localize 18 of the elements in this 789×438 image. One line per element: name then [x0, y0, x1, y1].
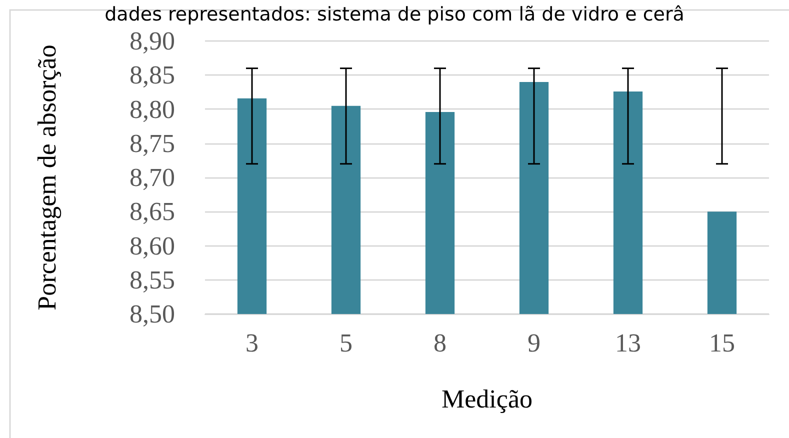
y-tick-label: 8,90 [130, 26, 175, 56]
y-tick-label: 8,50 [130, 300, 175, 328]
x-tick-label: 8 [434, 328, 446, 358]
x-tick-label: 5 [340, 328, 352, 358]
x-tick-label: 3 [246, 328, 258, 358]
x-tick-label: 15 [709, 328, 735, 358]
x-tick-label: 9 [528, 328, 540, 358]
y-tick-label: 8,65 [130, 197, 175, 226]
y-axis-title: Porcentagem de absorção [32, 44, 62, 310]
y-tick-label: 8,60 [130, 231, 175, 260]
y-tick-label: 8,70 [130, 163, 175, 192]
x-tick-label: 13 [615, 328, 641, 358]
chart-title: dades representados: sistema de piso com lã de vidro e cerâ [104, 4, 684, 26]
y-tick-label: 8,85 [130, 60, 175, 90]
y-tick-label: 8,75 [130, 128, 175, 158]
y-tick-label: 8,55 [130, 265, 175, 294]
x-axis-title: Medição [442, 384, 532, 414]
y-tick-label: 8,80 [130, 94, 175, 124]
